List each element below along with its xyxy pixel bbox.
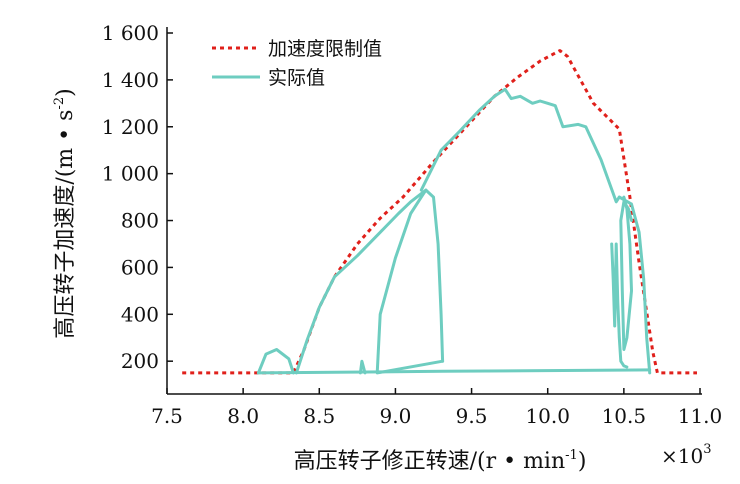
x-tick-label: 7.5 (151, 404, 183, 428)
actual-line-segment-7 (619, 195, 633, 351)
x-tick-label: 9.5 (456, 404, 488, 428)
legend-label-1: 实际值 (268, 67, 325, 89)
x-tick-label: 8.5 (303, 404, 335, 428)
actual-line-segment-0 (256, 348, 295, 375)
plot-area (182, 49, 697, 375)
actual-line-segment-5 (617, 195, 652, 375)
x-axis-multiplier: ×103 (661, 442, 712, 468)
y-tick-label: 1 400 (102, 68, 159, 92)
actual-line-segment-2 (375, 188, 445, 375)
y-tick-label: 1 200 (102, 115, 159, 139)
x-tick-label: 10.0 (525, 404, 570, 428)
actual-line-segment-4 (419, 87, 621, 204)
axes: 7.5 8.0 8.5 9.0 9.5 10.0 10.5 11.0 200 400 600 800 1… (102, 21, 723, 428)
x-tick-label: 11.0 (678, 404, 723, 428)
legend-label-0: 加速度限制值 (268, 38, 382, 60)
y-tick-label: 400 (121, 302, 159, 326)
x-tick-label: 9.0 (380, 404, 412, 428)
x-tick-label: 8.0 (227, 404, 259, 428)
actual-line-segment-1 (294, 188, 445, 375)
actual-line-segment-6 (610, 242, 629, 369)
actual-line-segment-3 (358, 359, 367, 375)
y-tick-label: 1 600 (102, 21, 159, 45)
y-axis-label: 高压转子加速度/(m • s-2) (52, 88, 78, 338)
y-tick-label: 1 000 (102, 162, 159, 186)
y-tick-label: 200 (121, 349, 159, 373)
x-axis-label: 高压转子修正转速/(r • min-1) (294, 448, 587, 474)
y-tick-label: 800 (121, 209, 159, 233)
x-tick-label: 10.5 (602, 404, 647, 428)
y-tick-label: 600 (121, 255, 159, 279)
actual-line-segment-8 (256, 368, 652, 375)
